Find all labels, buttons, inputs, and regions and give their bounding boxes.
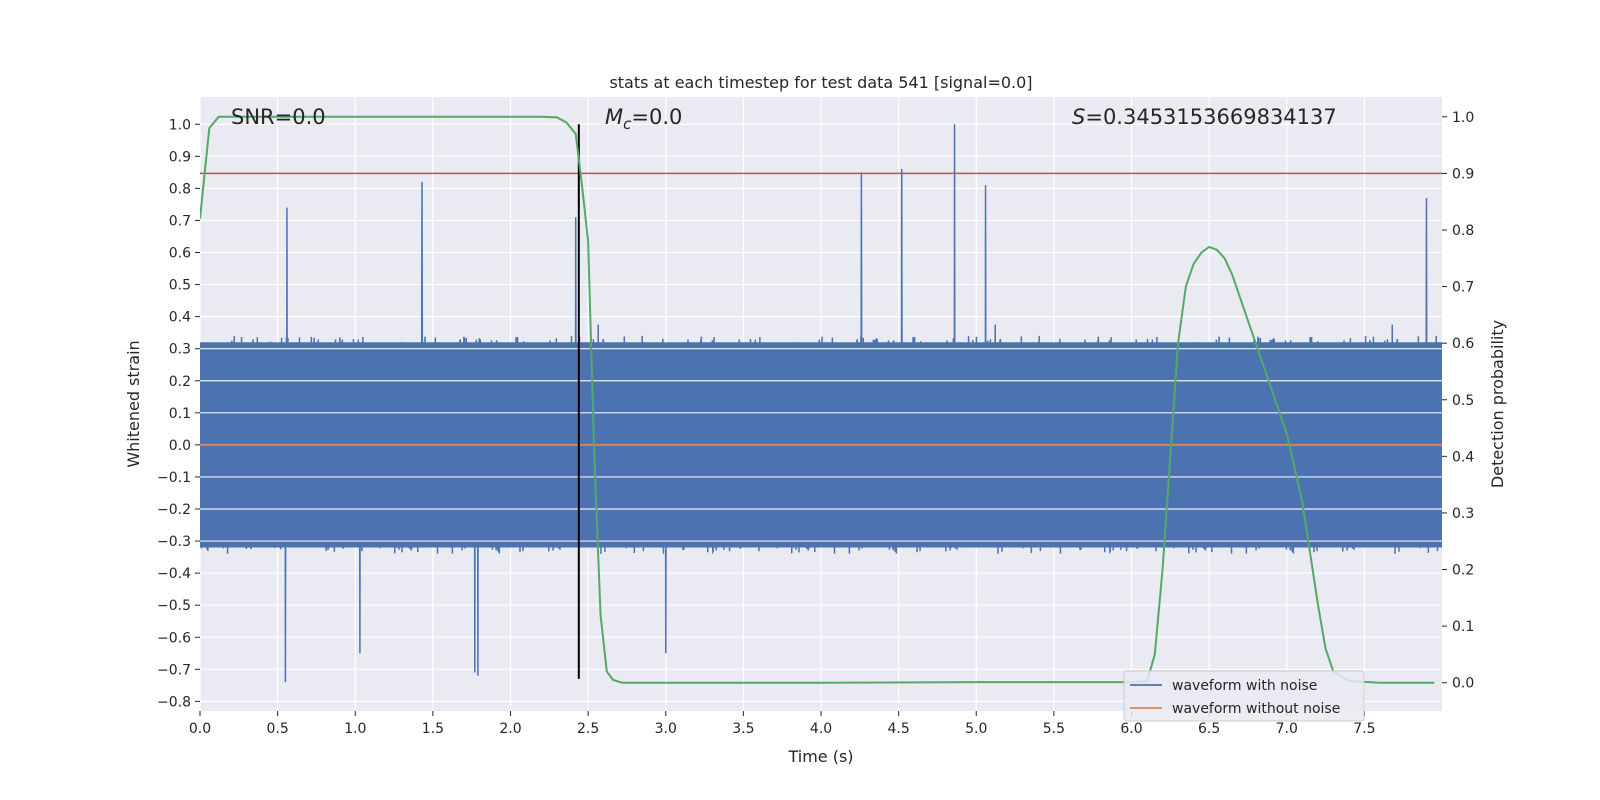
y-tick-label: 0.4 <box>169 310 191 326</box>
right-tick-label: 0.8 <box>1452 223 1474 239</box>
annotation-mc-symbol: M <box>605 105 623 129</box>
legend-label: waveform with noise <box>1172 678 1317 694</box>
x-tick-label: 4.5 <box>887 721 909 737</box>
x-tick-label: 6.5 <box>1198 721 1220 737</box>
x-tick-label: 0.5 <box>266 721 288 737</box>
annotation-s: S=0.3453153669834137 <box>1072 105 1337 129</box>
y-tick-label: 0.1 <box>169 406 191 422</box>
y-tick-label: 0.6 <box>169 246 191 262</box>
chart-title: stats at each timestep for test data 541… <box>609 73 1032 92</box>
y-tick-label: 1.0 <box>169 117 191 133</box>
right-y-ticks: 1.0 0.9 0.8 0.7 0.6 0.5 0.4 0.3 0.2 0.1 0.0 <box>1442 110 1474 692</box>
x-tick-label: 7.0 <box>1276 721 1298 737</box>
y-tick-label: 0.0 <box>169 438 191 454</box>
right-tick-label: 0.2 <box>1452 563 1474 579</box>
right-tick-label: 0.3 <box>1452 506 1474 522</box>
x-tick-label: 1.5 <box>422 721 444 737</box>
right-tick-label: 0.4 <box>1452 449 1474 465</box>
x-tick-label: 0.0 <box>189 721 211 737</box>
x-axis-label: Time (s) <box>787 747 853 766</box>
x-tick-label: 5.0 <box>965 721 987 737</box>
y-tick-label: 0.2 <box>169 374 191 390</box>
y-tick-label: 0.9 <box>169 149 191 165</box>
annotation-snr: SNR=0.0 <box>231 105 326 129</box>
y-tick-label: −0.6 <box>157 630 191 646</box>
x-tick-label: 1.0 <box>344 721 366 737</box>
annotation-mc-value: =0.0 <box>631 105 682 129</box>
y-tick-label: 0.8 <box>169 181 191 197</box>
annotation-s-value: =0.3453153669834137 <box>1085 105 1336 129</box>
y-tick-label: −0.7 <box>157 662 191 678</box>
left-y-ticks: 1.0 0.9 0.8 0.7 0.6 0.5 0.4 0.3 0.2 0.1 0.0 −0.1 −0.… <box>157 117 200 710</box>
right-tick-label: 0.0 <box>1452 676 1474 692</box>
y-tick-label: −0.5 <box>157 598 191 614</box>
right-tick-label: 0.1 <box>1452 619 1474 635</box>
x-tick-label: 6.0 <box>1120 721 1142 737</box>
y-tick-label: −0.8 <box>157 694 191 710</box>
right-tick-label: 1.0 <box>1452 110 1474 126</box>
y-tick-label: −0.1 <box>157 470 191 486</box>
y-tick-label: 0.3 <box>169 342 191 358</box>
legend-box <box>1123 670 1365 722</box>
x-tick-label: 2.5 <box>577 721 599 737</box>
legend-label: waveform without noise <box>1172 701 1340 717</box>
y-tick-label: −0.4 <box>157 566 191 582</box>
y-tick-label: 0.5 <box>169 278 191 294</box>
y-axis-label: Whitened strain <box>124 340 143 467</box>
x-tick-label: 2.0 <box>499 721 521 737</box>
legend: waveform with noise waveform without nois… <box>1123 670 1365 722</box>
y-axis-label-right: Detection probability <box>1488 320 1507 488</box>
y-tick-label: −0.3 <box>157 534 191 550</box>
right-tick-label: 0.7 <box>1452 280 1474 296</box>
x-tick-label: 3.5 <box>732 721 754 737</box>
annotation-mc-sub: c <box>623 115 632 133</box>
y-tick-label: −0.2 <box>157 502 191 518</box>
y-tick-label: 0.7 <box>169 213 191 229</box>
x-tick-label: 4.0 <box>810 721 832 737</box>
x-tick-label: 3.0 <box>655 721 677 737</box>
right-tick-label: 0.6 <box>1452 336 1474 352</box>
overlay-lines <box>200 115 1442 684</box>
right-tick-label: 0.5 <box>1452 393 1474 409</box>
right-tick-label: 0.9 <box>1452 166 1474 182</box>
x-tick-label: 7.5 <box>1353 721 1375 737</box>
annotation-s-symbol: S <box>1072 105 1085 129</box>
x-tick-label: 5.5 <box>1043 721 1065 737</box>
annotation-mc: Mc=0.0 <box>605 105 682 133</box>
